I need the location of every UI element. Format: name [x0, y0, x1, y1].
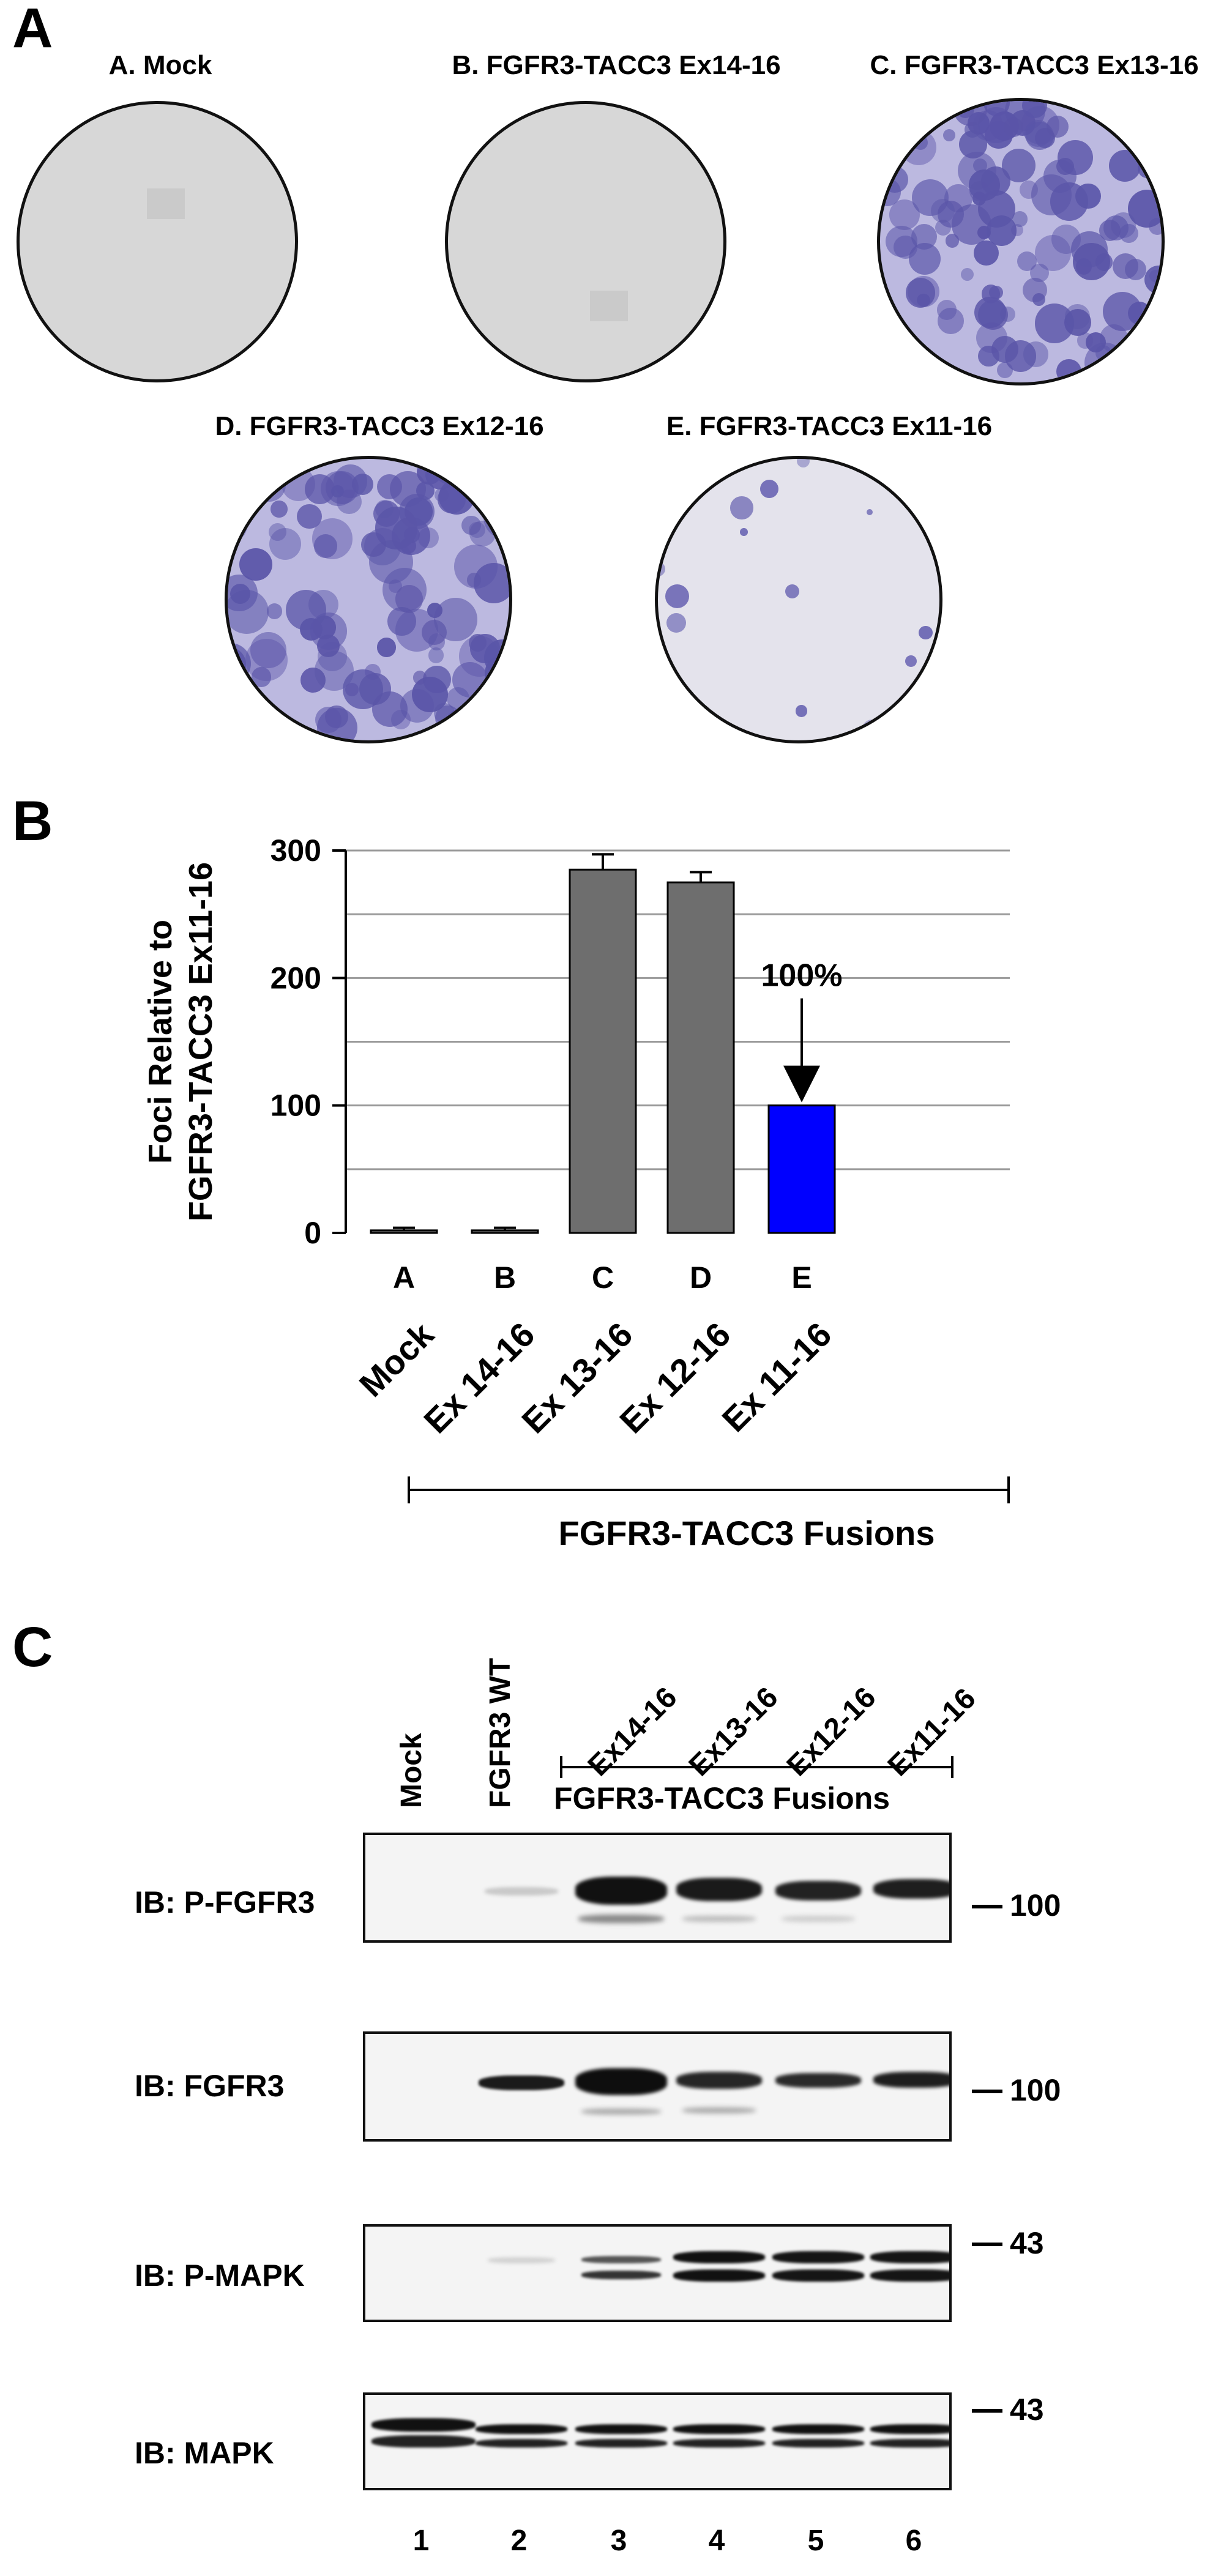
fusion-bracket [560, 1766, 953, 1768]
blot-label-mapk: IB: MAPK [135, 2436, 274, 2470]
category-letter: A [393, 1260, 415, 1295]
foci-bar-chart: 0 100 200 300 Foci Relative to FGFR3-TACC3 Ex… [142, 833, 1010, 1552]
lane-number: 6 [905, 2525, 922, 2557]
annotation-100-percent: 100% [761, 958, 843, 994]
western-blot-p-mapk [363, 2224, 952, 2322]
lane-number: 3 [610, 2525, 627, 2557]
category-name: Ex 11-16 [714, 1315, 838, 1439]
western-blot-fgfr3 [363, 2031, 952, 2142]
category-letter: C [592, 1260, 614, 1295]
annotation-arrow-head [783, 1065, 820, 1103]
western-blot-mapk [363, 2392, 952, 2490]
culture-dish-a [17, 101, 298, 382]
category-letter: E [791, 1260, 812, 1295]
lane-number: 4 [708, 2525, 725, 2557]
y-tick-label: 300 [271, 833, 321, 868]
blot-label-p-fgfr3: IB: P-FGFR3 [135, 1885, 315, 1919]
lane-number: 2 [510, 2525, 528, 2557]
bar-a [370, 1229, 438, 1234]
lane-label-fgfr3-wt: FGFR3 WT [484, 1658, 517, 1808]
y-tick-label: 0 [304, 1216, 321, 1250]
mw-marker-mapk: 43 [1010, 2392, 1044, 2427]
dish-title-a: A. Mock [108, 50, 212, 80]
blot-label-fgfr3: IB: FGFR3 [135, 2069, 285, 2103]
category-name: Mock [352, 1314, 441, 1404]
dish-title-e: E. FGFR3-TACC3 Ex11-16 [666, 411, 993, 441]
category-letter: D [690, 1260, 712, 1295]
dish-title-c: C. FGFR3-TACC3 Ex13-16 [870, 50, 1199, 80]
culture-dish-c [877, 98, 1165, 385]
panel-c-letter: C [12, 1616, 53, 1678]
lane-label-mock: Mock [395, 1733, 428, 1808]
mw-marker-p-fgfr3: 100 [1010, 1888, 1061, 1923]
bar-c [569, 868, 637, 1234]
culture-dish-e [655, 456, 942, 743]
fusion-group-label: FGFR3-TACC3 Fusions [559, 1514, 935, 1552]
bar-e [767, 1104, 836, 1234]
lane-number: 5 [807, 2525, 824, 2557]
panel-b-letter: B [12, 790, 53, 852]
category-letter: B [494, 1260, 516, 1295]
western-blot-p-fgfr3 [363, 1833, 952, 1943]
dish-title-d: D. FGFR3-TACC3 Ex12-16 [215, 411, 544, 441]
mw-marker-p-mapk: 43 [1010, 2226, 1044, 2260]
lane-number: 1 [412, 2525, 430, 2557]
bar-b [471, 1229, 539, 1234]
panel-a-letter: A [12, 0, 53, 59]
fusion-group-label: FGFR3-TACC3 Fusions [554, 1781, 890, 1815]
dish-title-b: B. FGFR3-TACC3 Ex14-16 [452, 50, 781, 80]
y-axis-label: Foci Relative to FGFR3-TACC3 Ex11-16 [142, 862, 219, 1221]
culture-dish-d [225, 456, 512, 743]
blot-label-p-mapk: IB: P-MAPK [135, 2258, 305, 2293]
bar-d [666, 881, 735, 1234]
y-tick-label: 100 [271, 1089, 321, 1123]
culture-dish-b [445, 101, 726, 382]
y-tick-label: 200 [271, 961, 321, 995]
mw-marker-fgfr3: 100 [1010, 2073, 1061, 2107]
